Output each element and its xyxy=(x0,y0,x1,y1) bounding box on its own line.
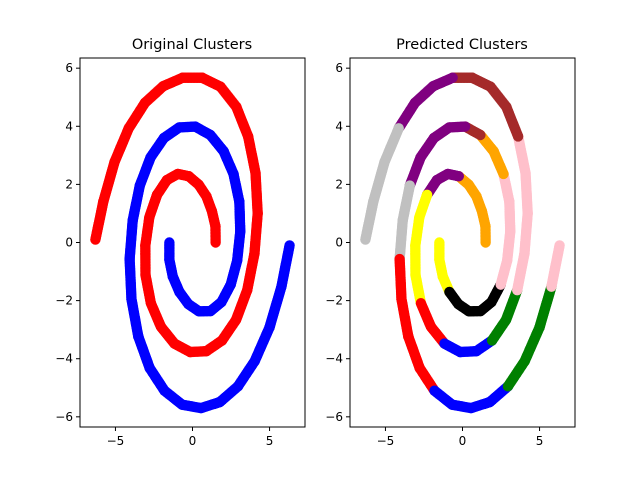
series-13 xyxy=(495,168,516,290)
scatter-point xyxy=(554,240,565,251)
scatter-point xyxy=(284,240,295,251)
series-21 xyxy=(546,240,565,292)
predicted-clusters-panel: Predicted Clusters −5 0 5 −6 −4 −2 0 2 4 6 xyxy=(325,37,576,448)
series-1 xyxy=(453,171,491,248)
x-tick-label: 5 xyxy=(266,434,274,448)
scatter-points xyxy=(360,72,565,414)
y-tick-label: −2 xyxy=(55,294,73,308)
x-tick-label: 5 xyxy=(536,434,544,448)
series-3 xyxy=(410,189,433,309)
axis-ticks: −5 0 5 −6 −4 −2 0 2 4 6 xyxy=(55,61,273,448)
series-17 xyxy=(394,180,415,265)
y-tick-label: −6 xyxy=(55,410,73,424)
y-tick-label: −6 xyxy=(325,410,343,424)
y-tick-label: 2 xyxy=(65,177,73,191)
y-tick-label: −4 xyxy=(55,352,73,366)
y-tick-label: 6 xyxy=(65,61,73,75)
x-tick-label: −5 xyxy=(377,434,395,448)
axis-ticks: −5 0 5 −6 −4 −2 0 2 4 6 xyxy=(325,61,543,448)
chart-title: Predicted Clusters xyxy=(396,37,528,53)
y-tick-label: 0 xyxy=(335,236,343,250)
original-clusters-panel: Original Clusters −5 0 5 −6 −4 −2 0 2 4 6 xyxy=(55,37,306,448)
series-4 xyxy=(415,298,450,349)
x-tick-label: 0 xyxy=(189,434,197,448)
series-2 xyxy=(421,168,464,201)
y-tick-label: −2 xyxy=(325,294,343,308)
series-12 xyxy=(444,279,506,317)
series-10 xyxy=(360,123,404,245)
x-tick-label: 0 xyxy=(459,434,467,448)
y-tick-label: 2 xyxy=(335,177,343,191)
scatter-point xyxy=(90,234,101,245)
y-tick-label: 0 xyxy=(65,236,73,250)
series-8 xyxy=(447,72,524,142)
series-2 xyxy=(124,121,295,414)
y-tick-label: 4 xyxy=(335,119,343,133)
chart-title: Original Clusters xyxy=(132,37,252,53)
series-11 xyxy=(434,237,455,298)
y-tick-label: −4 xyxy=(325,352,343,366)
x-tick-label: −5 xyxy=(107,434,125,448)
scatter-points xyxy=(90,72,295,414)
series-1 xyxy=(90,72,263,358)
y-tick-label: 6 xyxy=(335,61,343,75)
scatter-point xyxy=(360,234,371,245)
series-16 xyxy=(404,121,471,191)
y-tick-label: 4 xyxy=(65,119,73,133)
series-18 xyxy=(394,253,440,396)
